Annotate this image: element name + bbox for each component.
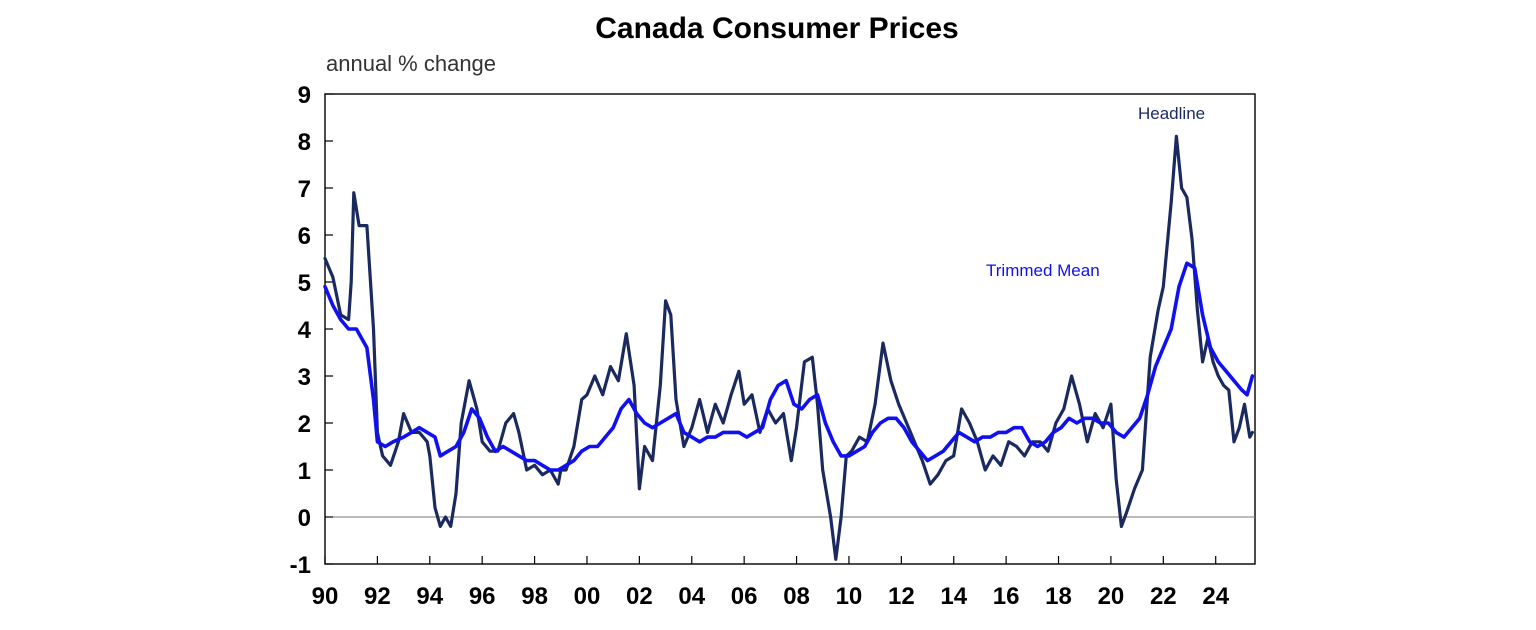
y-tick-label: 3 [298,364,311,391]
plot-frame [324,93,1256,565]
y-axis-unit-label: annual % change [326,51,496,76]
x-tick-label: 18 [1045,583,1072,610]
x-tick-label: 92 [364,583,391,610]
x-tick-label: 10 [836,583,863,610]
series-label-trimmed-mean: Trimmed Mean [986,261,1100,280]
x-tick-label: 20 [1098,583,1125,610]
x-tick-label: 12 [888,583,915,610]
y-axis: 9 8 7 6 5 4 3 2 1 0 -1 [290,82,333,579]
x-tick-label: 08 [783,583,810,610]
x-tick-label: 14 [940,583,967,610]
y-tick-label: 0 [298,505,311,532]
series-line-trimmed-mean [323,261,1255,472]
x-tick-label: 96 [469,583,496,610]
x-tick-label: 98 [521,583,548,610]
y-tick-label: 8 [298,129,311,156]
x-tick-label: 94 [416,583,443,610]
chart-title: Canada Consumer Prices [595,12,958,45]
x-axis: 90 92 94 96 98 00 02 04 06 08 10 12 14 16 18 20 22 24 [312,556,1230,610]
x-tick-label: 00 [574,583,601,610]
y-tick-label: 1 [298,458,311,485]
x-tick-label: 06 [731,583,758,610]
series-label-headline: Headline [1138,104,1205,123]
series-lines [323,134,1255,561]
y-tick-label: 2 [298,411,311,438]
x-tick-label: 90 [312,583,339,610]
y-tick-label: 6 [298,223,311,250]
x-tick-label: 04 [678,583,705,610]
x-tick-label: 24 [1202,583,1229,610]
x-tick-label: 22 [1150,583,1177,610]
y-tick-label: 5 [298,270,311,297]
y-tick-label: 7 [298,176,311,203]
series-line-headline [323,134,1255,561]
x-tick-label: 16 [993,583,1020,610]
y-tick-label: 9 [298,82,311,109]
y-tick-label: -1 [290,552,311,579]
y-tick-label: 4 [298,317,312,344]
x-tick-label: 02 [626,583,653,610]
